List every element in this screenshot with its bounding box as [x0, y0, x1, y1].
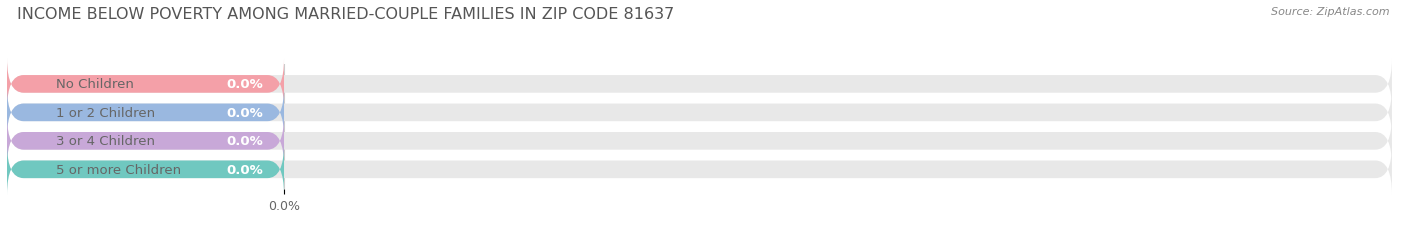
- Text: No Children: No Children: [55, 78, 134, 91]
- Text: 3 or 4 Children: 3 or 4 Children: [55, 135, 155, 148]
- Text: Source: ZipAtlas.com: Source: ZipAtlas.com: [1271, 7, 1389, 17]
- Text: 5 or more Children: 5 or more Children: [55, 163, 180, 176]
- FancyBboxPatch shape: [7, 59, 284, 110]
- FancyBboxPatch shape: [7, 144, 284, 195]
- FancyBboxPatch shape: [7, 59, 1392, 110]
- FancyBboxPatch shape: [7, 116, 284, 167]
- Text: 0.0%: 0.0%: [226, 106, 263, 119]
- Text: INCOME BELOW POVERTY AMONG MARRIED-COUPLE FAMILIES IN ZIP CODE 81637: INCOME BELOW POVERTY AMONG MARRIED-COUPL…: [17, 7, 673, 22]
- FancyBboxPatch shape: [7, 88, 1392, 138]
- Text: 0.0%: 0.0%: [226, 78, 263, 91]
- Text: 0.0%: 0.0%: [226, 135, 263, 148]
- FancyBboxPatch shape: [7, 88, 284, 138]
- Text: 1 or 2 Children: 1 or 2 Children: [55, 106, 155, 119]
- FancyBboxPatch shape: [7, 116, 1392, 167]
- Text: 0.0%: 0.0%: [226, 163, 263, 176]
- FancyBboxPatch shape: [7, 144, 1392, 195]
